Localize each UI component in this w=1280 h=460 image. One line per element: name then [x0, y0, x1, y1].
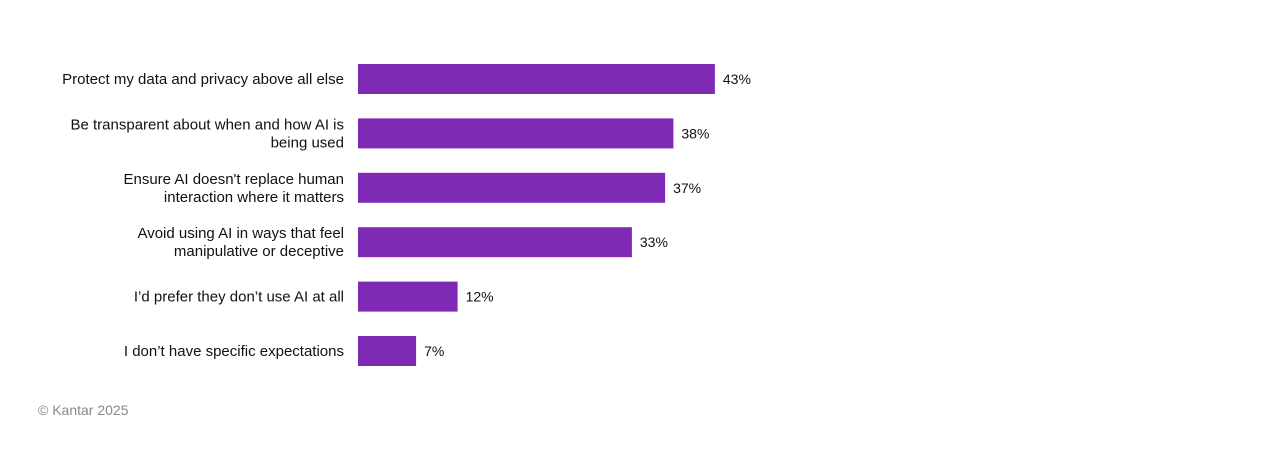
data-label: 12% — [466, 289, 494, 305]
copyright-footer: © Kantar 2025 — [38, 402, 129, 418]
bar — [358, 118, 674, 149]
data-label: 37% — [673, 180, 701, 196]
data-label: 38% — [681, 125, 709, 141]
data-label: 43% — [723, 71, 751, 87]
category-label: I don’t have specific expectations — [124, 343, 344, 360]
bar — [358, 281, 458, 312]
data-label: 33% — [640, 234, 668, 250]
category-label: Avoid using AI in ways that feel manipula… — [137, 225, 344, 260]
bar — [358, 336, 417, 366]
bar — [358, 64, 715, 94]
category-label: Protect my data and privacy above all el… — [62, 71, 344, 88]
category-label: Be transparent about when and how AI is b… — [70, 116, 344, 151]
bar — [358, 172, 666, 203]
category-label: I’d prefer they don’t use AI at all — [134, 289, 344, 306]
bar — [358, 227, 632, 258]
category-label: Ensure AI doesn't replace human interacti… — [123, 171, 344, 206]
data-label: 7% — [424, 343, 444, 359]
